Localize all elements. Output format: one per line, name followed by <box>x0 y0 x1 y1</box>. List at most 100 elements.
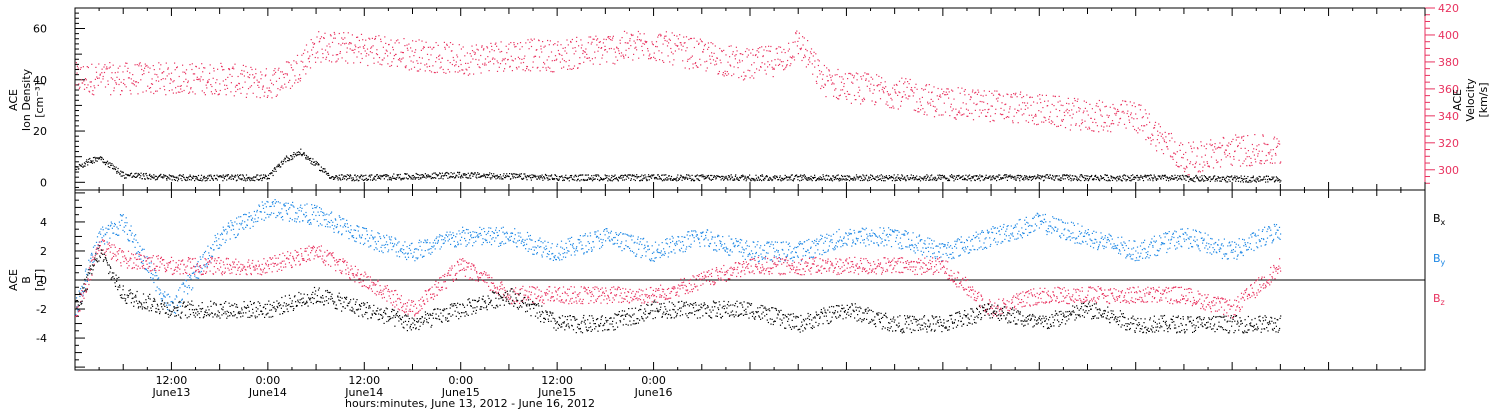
velocity-series-point <box>886 101 888 103</box>
density-series-point <box>845 177 847 180</box>
velocity-series-point <box>1225 149 1227 151</box>
velocity-series-point <box>83 80 85 82</box>
density-series-point <box>1208 176 1210 178</box>
density-series-point <box>1125 175 1127 177</box>
density-series-point <box>84 165 86 167</box>
density-series-point <box>459 171 461 173</box>
velocity-series-point <box>763 49 765 51</box>
velocity-series-point <box>451 63 453 66</box>
density-series-point <box>430 175 432 177</box>
velocity-series-point <box>514 46 516 48</box>
density-series-point <box>564 177 567 179</box>
velocity-series-point <box>1073 97 1076 100</box>
velocity-series-point <box>1208 165 1210 167</box>
by-series-point <box>255 221 257 223</box>
by-series-point <box>396 244 398 246</box>
density-series-point <box>536 178 538 180</box>
density-series-point <box>975 175 977 177</box>
density-series-point <box>1030 179 1032 181</box>
velocity-series-point <box>360 33 363 35</box>
by-series-point <box>162 293 164 295</box>
by-series-point <box>462 226 464 228</box>
velocity-series-point <box>1052 95 1054 97</box>
velocity-series-point <box>833 83 835 85</box>
density-series-point <box>912 177 914 179</box>
velocity-series-point <box>907 98 909 100</box>
velocity-series-point <box>950 106 952 108</box>
density-series-point <box>491 175 494 177</box>
velocity-series-point <box>1036 102 1038 104</box>
density-series-point <box>1002 177 1004 179</box>
velocity-series-point <box>1247 150 1249 152</box>
density-series-point <box>543 176 545 178</box>
density-series-point <box>1069 174 1071 176</box>
density-series-point <box>292 158 294 160</box>
velocity-series-point <box>97 84 99 86</box>
velocity-series-point <box>113 87 115 89</box>
density-series-point <box>212 178 214 180</box>
density-series-point <box>1040 175 1042 177</box>
density-series-point <box>939 174 941 176</box>
density-series-point <box>293 152 295 154</box>
density-series-point <box>195 176 198 178</box>
velocity-series-point <box>750 52 752 54</box>
velocity-series-point <box>590 36 592 38</box>
velocity-series-point <box>406 44 408 46</box>
velocity-series-point <box>1098 131 1100 133</box>
velocity-series-point <box>234 63 236 65</box>
velocity-series-point <box>697 66 699 68</box>
density-series-point <box>768 178 770 180</box>
velocity-series-point <box>536 49 538 51</box>
density-series-point <box>801 175 803 177</box>
by-series-point <box>216 240 218 242</box>
density-series-point <box>577 178 579 180</box>
density-series-point <box>623 179 625 181</box>
velocity-series-point <box>349 42 351 44</box>
by-series-point <box>254 214 257 216</box>
density-series-point <box>269 173 272 175</box>
velocity-series-point <box>474 52 476 54</box>
density-series-point <box>974 179 976 182</box>
by-series-point <box>164 291 166 293</box>
density-series-point <box>940 178 942 180</box>
density-series-point <box>566 178 569 180</box>
velocity-series-point <box>983 90 985 92</box>
velocity-series-point <box>1145 139 1147 141</box>
density-series-point <box>241 179 243 181</box>
velocity-series-point <box>719 59 721 61</box>
density-series-point <box>429 176 431 178</box>
density-series-point <box>427 174 429 176</box>
velocity-series-point <box>720 62 722 64</box>
velocity-series-point <box>1064 127 1067 129</box>
velocity-series-point <box>362 39 364 41</box>
density-series-point <box>293 156 295 158</box>
velocity-series-point <box>77 67 79 69</box>
by-series-point <box>173 311 175 313</box>
by-series-point <box>317 211 319 213</box>
velocity-series-point <box>397 59 400 61</box>
by-series-point <box>114 222 116 225</box>
density-series-point <box>870 174 872 176</box>
density-series-point <box>152 176 154 178</box>
velocity-series-point <box>670 47 672 50</box>
by-series-point <box>123 226 125 228</box>
velocity-series-point <box>779 46 782 48</box>
velocity-series-point <box>940 114 942 116</box>
by-series-point <box>290 204 292 206</box>
density-series-point <box>600 177 602 179</box>
velocity-series-point <box>1026 94 1028 96</box>
density-series-point <box>1176 179 1178 181</box>
density-series-point <box>1089 176 1091 178</box>
density-series-point <box>264 174 266 176</box>
velocity-series-point <box>103 71 106 74</box>
velocity-series-point <box>1138 104 1140 106</box>
density-series-point <box>699 179 701 182</box>
velocity-series-point <box>183 89 185 92</box>
velocity-series-point <box>539 70 541 72</box>
density-series-point <box>478 176 480 178</box>
density-series-point <box>524 175 526 177</box>
velocity-series-point <box>496 60 498 62</box>
density-series-point <box>958 175 960 177</box>
density-series-point <box>877 176 879 179</box>
density-series-point <box>488 174 490 176</box>
